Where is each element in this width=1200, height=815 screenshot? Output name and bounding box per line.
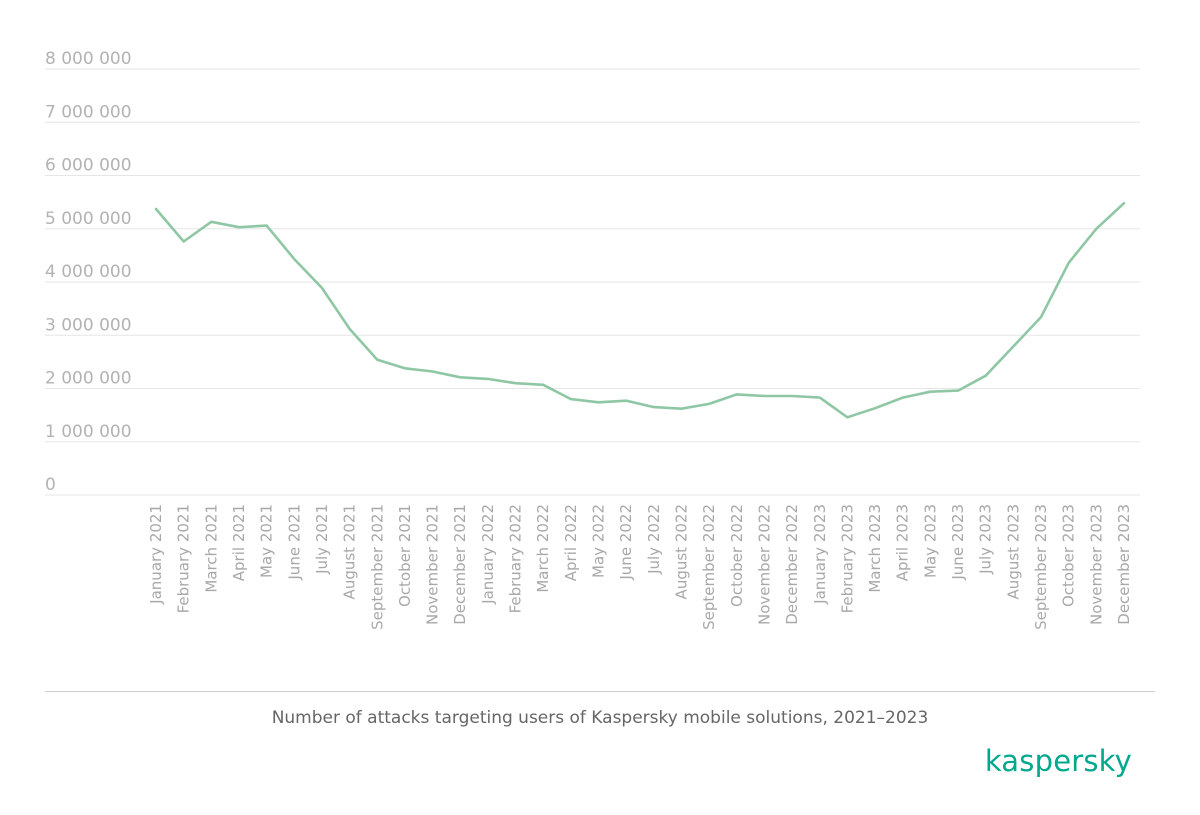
x-tick-label: January 2023	[811, 504, 829, 605]
x-tick-label: May 2021	[258, 504, 276, 578]
x-tick-label: October 2021	[396, 504, 414, 607]
x-tick-label: April 2023	[894, 504, 912, 581]
x-tick-label: November 2022	[755, 504, 773, 625]
x-tick-label: March 2022	[534, 504, 552, 593]
x-tick-label: December 2023	[1115, 504, 1133, 625]
kaspersky-logo: kaspersky	[984, 744, 1132, 778]
x-tick-label: January 2021	[147, 504, 165, 605]
x-tick-label: November 2023	[1087, 504, 1105, 625]
x-tick-label: June 2021	[285, 504, 303, 581]
x-tick-label: May 2023	[921, 504, 939, 578]
y-tick-label: 2 000 000	[45, 369, 132, 389]
grid-lines	[45, 68, 1140, 496]
y-tick-label: 7 000 000	[45, 102, 132, 122]
series-line	[154, 201, 1126, 419]
y-tick-label: 4 000 000	[45, 262, 132, 282]
x-tick-label: October 2022	[728, 504, 746, 607]
y-tick-label: 3 000 000	[45, 315, 132, 335]
x-tick-label: November 2021	[424, 504, 442, 625]
x-tick-label: April 2021	[230, 504, 248, 581]
x-tick-label: August 2022	[672, 504, 690, 599]
y-tick-label: 0	[45, 475, 56, 495]
y-tick-label: 8 000 000	[45, 49, 132, 69]
x-tick-label: April 2022	[562, 504, 580, 581]
y-tick-label: 5 000 000	[45, 209, 132, 229]
x-tick-label: June 2022	[617, 504, 635, 581]
x-tick-label: July 2022	[645, 504, 663, 575]
x-tick-label: September 2021	[368, 504, 386, 630]
divider	[45, 691, 1155, 692]
x-tick-label: February 2022	[507, 504, 525, 613]
y-axis-ticks: 0 1 000 000 2 000 000 3 000 000 4 000 000 5 0…	[45, 49, 132, 495]
x-tick-label: September 2022	[700, 504, 718, 630]
x-tick-label: July 2021	[313, 504, 331, 575]
x-tick-label: May 2022	[590, 504, 608, 578]
y-tick-label: 6 000 000	[45, 156, 132, 176]
x-tick-label: March 2021	[202, 504, 220, 593]
x-tick-label: August 2023	[1004, 504, 1022, 599]
y-tick-label: 1 000 000	[45, 422, 132, 442]
x-tick-label: December 2022	[783, 504, 801, 625]
x-tick-label: February 2023	[838, 504, 856, 613]
x-axis-ticks: January 2021 February 2021 March 2021 April…	[147, 504, 1133, 630]
x-tick-label: July 2023	[977, 504, 995, 575]
chart-title: Number of attacks targeting users of Kas…	[271, 708, 929, 728]
x-tick-label: August 2021	[341, 504, 359, 599]
x-tick-label: March 2023	[866, 504, 884, 593]
x-tick-label: January 2022	[479, 504, 497, 605]
x-tick-label: February 2021	[175, 504, 193, 613]
x-tick-label: October 2023	[1060, 504, 1078, 607]
x-tick-label: September 2023	[1032, 504, 1050, 630]
line-chart: 0 1 000 000 2 000 000 3 000 000 4 000 000 5 0…	[45, 49, 1140, 630]
x-tick-label: December 2021	[451, 504, 469, 625]
x-tick-label: June 2023	[949, 504, 967, 581]
